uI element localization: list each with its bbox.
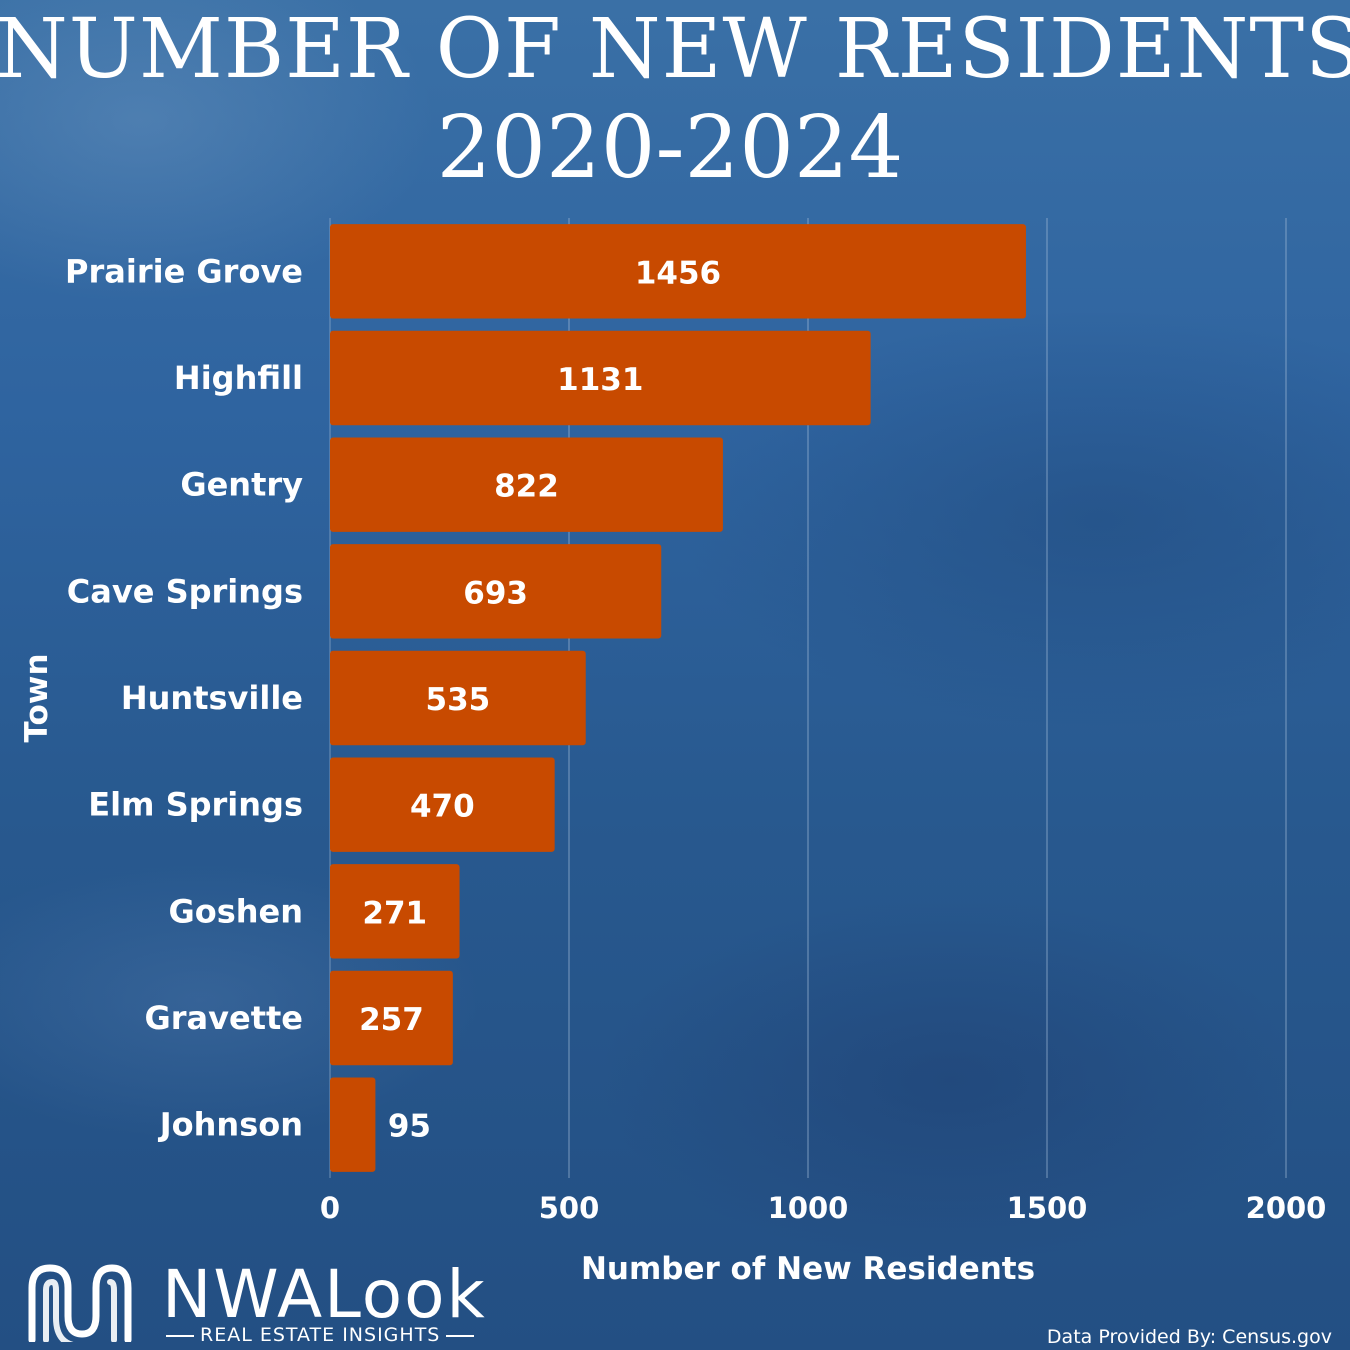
bar <box>330 224 1026 319</box>
bar <box>330 1077 376 1172</box>
y-axis-title: Town <box>19 653 55 742</box>
category-label: Goshen <box>168 892 303 930</box>
bar <box>330 970 453 1066</box>
value-label: 470 <box>410 789 475 825</box>
data-source-note: Data Provided By: Census.gov <box>1046 1326 1332 1348</box>
category-label: Highfill <box>174 359 303 397</box>
tagline-rule-right <box>446 1334 475 1337</box>
bar <box>330 757 555 852</box>
x-tick-label: 1000 <box>768 1191 849 1225</box>
category-label: Johnson <box>158 1106 303 1144</box>
x-tick-label: 0 <box>320 1191 340 1225</box>
value-label: 1456 <box>635 255 721 291</box>
category-label: Huntsville <box>121 679 303 717</box>
category-label: Gentry <box>180 466 303 504</box>
bar <box>330 330 871 426</box>
nwalook-logo: NWALook REAL ESTATE INSIGHTS <box>20 1256 490 1346</box>
bar <box>330 544 662 639</box>
x-tick-label: 500 <box>539 1191 600 1225</box>
labels: 0 500 1000 1500 2000 Prairie Grove 1456 Highfil… <box>65 252 1326 1225</box>
value-label: 1131 <box>557 362 643 398</box>
logo-tagline-row: REAL ESTATE INSIGHTS <box>160 1324 480 1346</box>
value-label: 535 <box>426 682 491 718</box>
value-label: 257 <box>359 1002 424 1038</box>
x-tick-label: 1500 <box>1007 1191 1088 1225</box>
value-label: 693 <box>463 575 528 611</box>
value-label: 95 <box>388 1109 431 1145</box>
category-label: Cave Springs <box>67 572 303 610</box>
nwa-wave-logo-icon <box>28 1264 132 1342</box>
value-label: 271 <box>362 895 427 931</box>
category-label: Elm Springs <box>88 786 303 824</box>
category-label: Prairie Grove <box>65 252 303 290</box>
x-tick-label: 2000 <box>1246 1191 1327 1225</box>
logo-wordmark: NWALook <box>162 1256 487 1333</box>
bar <box>330 864 460 959</box>
chart-title-line-1: NUMBER OF NEW RESIDENTS <box>0 2 1350 97</box>
chart-title-line-2: 2020-2024 <box>436 98 904 198</box>
bars <box>330 224 1026 1172</box>
logo-tagline: REAL ESTATE INSIGHTS <box>200 1324 441 1346</box>
bar <box>330 650 586 746</box>
category-label: Gravette <box>145 999 304 1037</box>
x-axis-title: Number of New Residents <box>581 1251 1035 1287</box>
tagline-rule-left <box>166 1334 194 1337</box>
value-label: 822 <box>494 469 559 505</box>
bar <box>330 437 723 532</box>
